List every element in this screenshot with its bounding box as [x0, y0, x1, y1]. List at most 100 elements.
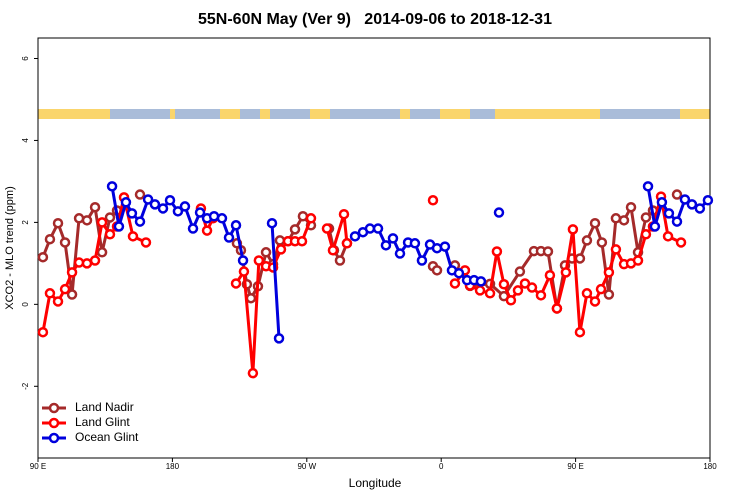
- plot-frame: [37, 37, 711, 459]
- data-point: [96, 217, 108, 228]
- data-point: [589, 296, 601, 307]
- data-point: [679, 194, 691, 205]
- data-point: [164, 195, 176, 206]
- data-point: [140, 237, 152, 248]
- data-point: [106, 181, 118, 192]
- data-point: [327, 245, 339, 256]
- series-line: [43, 195, 677, 309]
- data-point: [245, 292, 257, 304]
- data-point: [266, 217, 278, 229]
- chart-title: 55N-60N May (Ver 9) 2014-09-06 to 2018-1…: [198, 11, 552, 28]
- data-point: [505, 294, 517, 306]
- y-tick-label: 6: [21, 56, 30, 61]
- data-point: [372, 223, 384, 234]
- data-point: [475, 276, 487, 287]
- data-point: [275, 244, 287, 255]
- data-point: [37, 251, 49, 263]
- data-point: [113, 221, 125, 232]
- data-point: [380, 240, 392, 251]
- data-point: [453, 267, 465, 279]
- data-point: [52, 296, 64, 307]
- data-point: [274, 235, 286, 246]
- data-point: [551, 303, 563, 314]
- data-point: [297, 210, 309, 222]
- data-point: [273, 333, 285, 344]
- x-tick-label: 180: [166, 462, 180, 471]
- data-point: [134, 189, 146, 200]
- x-tick-label: 180: [703, 462, 717, 471]
- data-point: [157, 203, 169, 214]
- data-point: [493, 207, 505, 218]
- data-point: [104, 212, 116, 223]
- data-point: [66, 267, 78, 278]
- data-point: [574, 326, 586, 338]
- data-point: [194, 207, 206, 218]
- data-point: [662, 231, 674, 242]
- data-point: [89, 201, 101, 213]
- data-point: [574, 253, 586, 264]
- data-point: [535, 290, 547, 301]
- data-point: [338, 208, 350, 220]
- data-point: [89, 255, 101, 266]
- data-point: [230, 278, 242, 289]
- data-point: [603, 267, 615, 278]
- data-point: [581, 235, 593, 246]
- data-point: [656, 197, 668, 208]
- data-point: [66, 289, 78, 300]
- x-tick-label: 90 E: [567, 462, 583, 471]
- data-point: [187, 223, 199, 234]
- data-point: [484, 288, 496, 299]
- data-point: [603, 289, 615, 300]
- data-point: [544, 269, 556, 281]
- legend-label: Land Glint: [75, 415, 130, 429]
- data-point: [237, 255, 249, 266]
- data-point: [625, 201, 637, 213]
- data-point: [474, 285, 486, 296]
- data-point: [671, 189, 683, 200]
- data-point: [305, 213, 317, 224]
- data-point: [387, 233, 399, 244]
- data-point: [120, 197, 132, 208]
- data-point: [686, 199, 698, 210]
- data-point: [439, 241, 451, 252]
- x-tick-label: 0: [439, 462, 444, 471]
- data-point: [172, 206, 184, 217]
- data-point: [364, 223, 376, 234]
- data-point: [179, 201, 191, 212]
- data-point: [498, 279, 510, 290]
- data-point: [321, 223, 333, 234]
- data-point: [238, 266, 250, 277]
- data-point: [59, 237, 71, 248]
- data-point: [671, 216, 683, 227]
- data-point: [618, 215, 630, 226]
- data-point: [663, 208, 675, 219]
- data-point: [134, 216, 146, 227]
- data-point: [223, 232, 235, 243]
- data-point: [512, 285, 524, 296]
- data-point: [216, 213, 228, 224]
- data-point: [632, 255, 644, 266]
- data-point: [596, 237, 608, 248]
- data-point: [126, 208, 138, 219]
- data-point: [542, 246, 554, 257]
- data-point: [581, 288, 593, 299]
- data-point: [81, 215, 93, 226]
- data-point: [52, 217, 64, 229]
- data-point: [640, 212, 652, 223]
- data-point: [610, 244, 622, 255]
- data-point: [702, 195, 714, 206]
- data-point: [44, 288, 56, 299]
- x-tick-label: 90 E: [30, 462, 46, 471]
- data-point: [560, 267, 572, 278]
- data-point: [37, 326, 49, 338]
- data-point: [409, 238, 421, 249]
- y-tick-label: 4: [21, 138, 30, 143]
- data-point: [640, 229, 652, 240]
- data-point: [649, 221, 661, 232]
- y-axis-label: XCO2 - MLO trend (ppm): [4, 186, 16, 309]
- data-point: [334, 255, 346, 266]
- data-point: [247, 367, 259, 379]
- legend-marker: [48, 402, 60, 414]
- data-point: [431, 265, 443, 276]
